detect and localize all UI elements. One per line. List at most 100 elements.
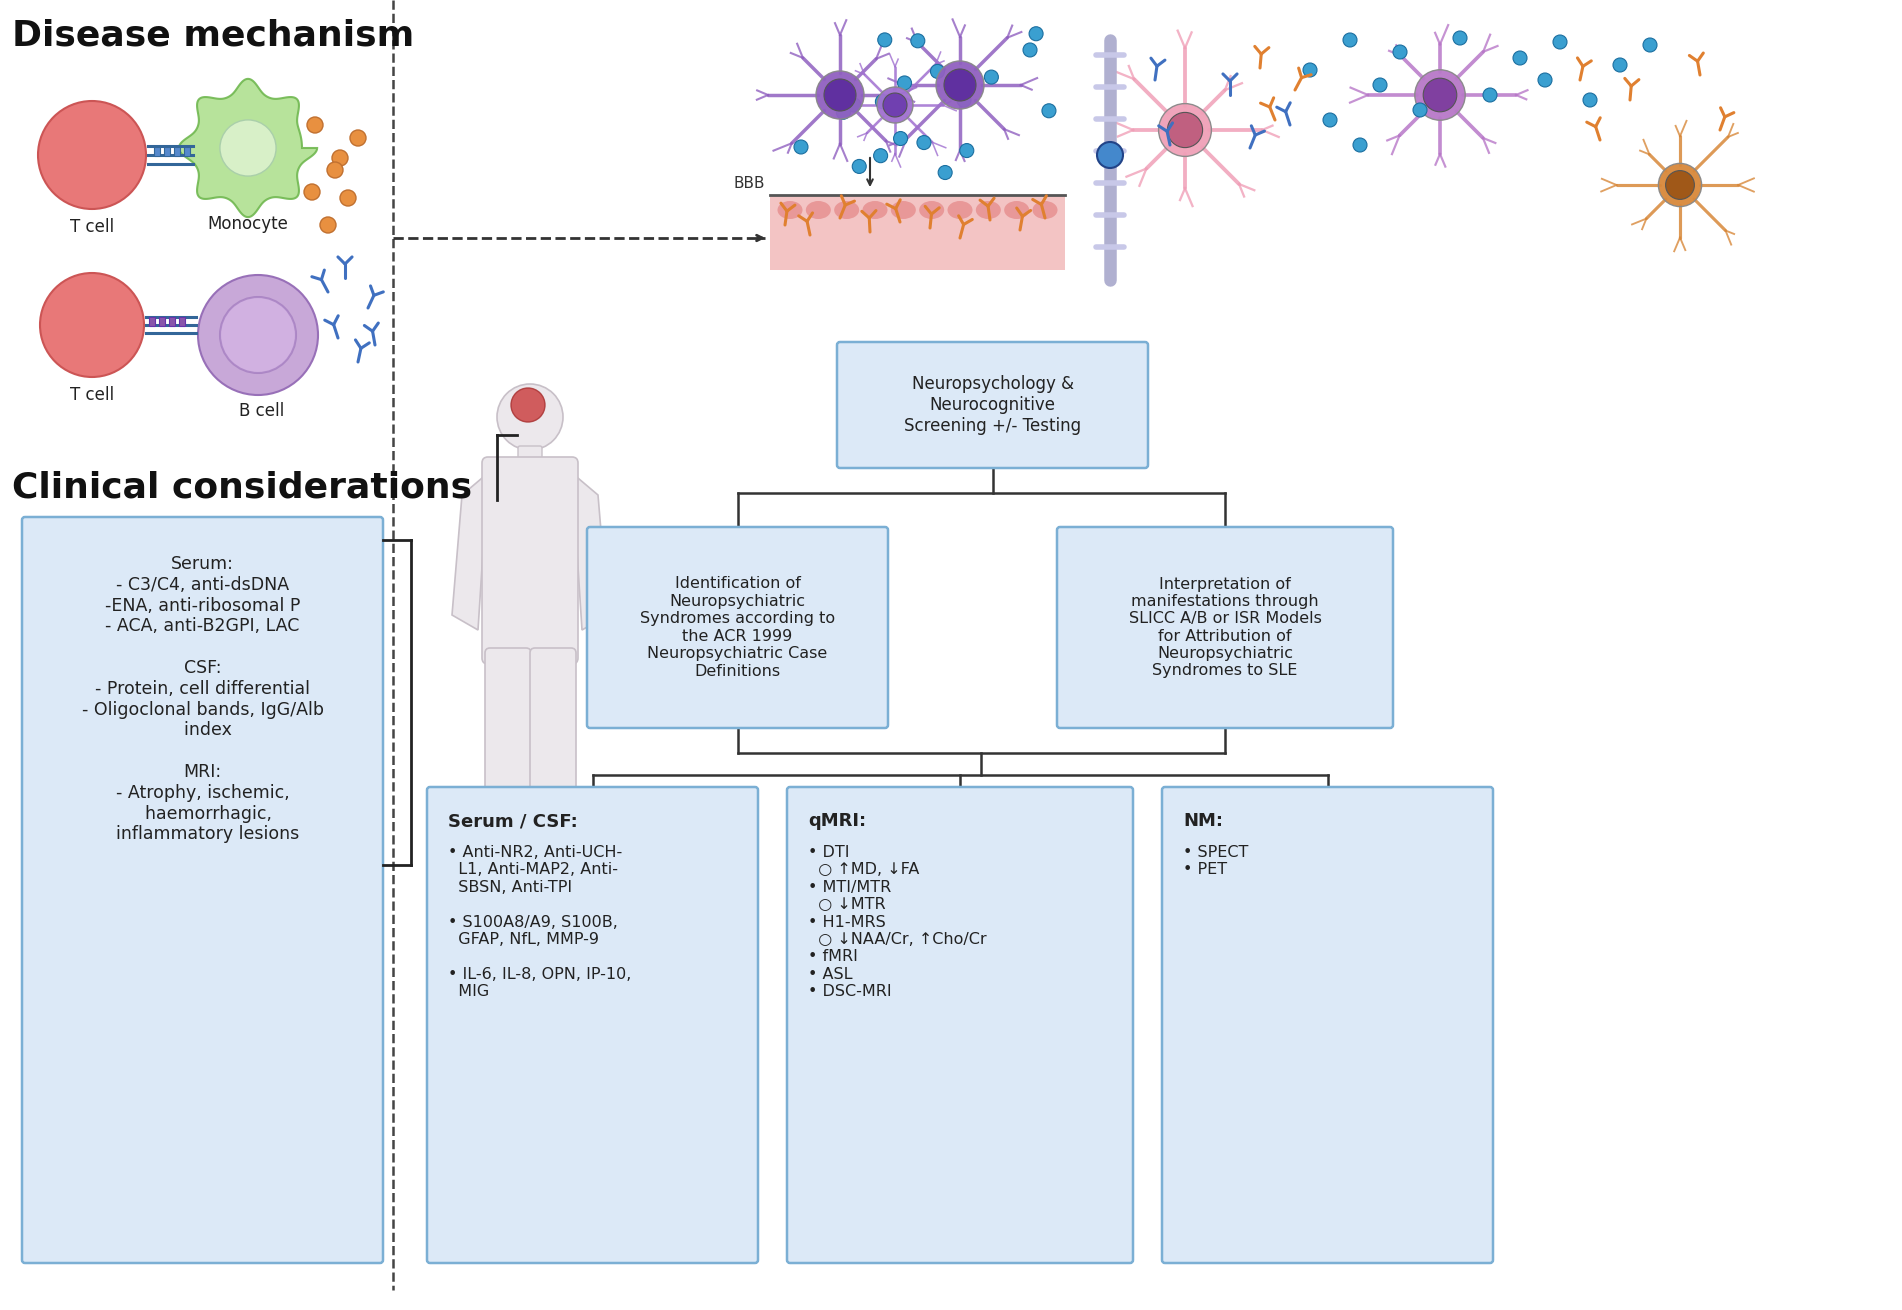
Ellipse shape: [1004, 200, 1029, 219]
Ellipse shape: [1158, 103, 1212, 156]
FancyBboxPatch shape: [150, 317, 156, 326]
Circle shape: [898, 76, 911, 90]
Text: T cell: T cell: [70, 386, 114, 403]
Circle shape: [938, 165, 953, 179]
Circle shape: [1512, 51, 1527, 66]
Circle shape: [943, 69, 976, 101]
Text: • Anti-NR2, Anti-UCH-
  L1, Anti-MAP2, Anti-
  SBSN, Anti-TPI

• S100A8/A9, S100: • Anti-NR2, Anti-UCH- L1, Anti-MAP2, Ant…: [449, 845, 631, 1000]
FancyBboxPatch shape: [179, 317, 186, 326]
Circle shape: [1423, 79, 1457, 111]
FancyBboxPatch shape: [485, 648, 531, 853]
Circle shape: [894, 131, 907, 145]
FancyBboxPatch shape: [160, 317, 165, 326]
Circle shape: [1539, 73, 1552, 86]
Circle shape: [961, 144, 974, 157]
Circle shape: [333, 151, 348, 166]
Circle shape: [1029, 26, 1042, 41]
Circle shape: [1582, 93, 1598, 107]
Text: T cell: T cell: [70, 217, 114, 236]
Circle shape: [512, 388, 546, 422]
Circle shape: [496, 384, 563, 451]
Circle shape: [930, 64, 945, 79]
Text: Disease mechanism: Disease mechanism: [11, 18, 415, 52]
FancyBboxPatch shape: [1058, 527, 1392, 728]
Circle shape: [1484, 88, 1497, 102]
FancyBboxPatch shape: [428, 787, 759, 1263]
Ellipse shape: [877, 86, 913, 123]
Text: NM:: NM:: [1183, 812, 1223, 831]
Circle shape: [831, 90, 846, 105]
FancyBboxPatch shape: [481, 457, 578, 664]
Ellipse shape: [919, 200, 943, 219]
Circle shape: [793, 140, 808, 155]
Ellipse shape: [890, 200, 917, 219]
Circle shape: [221, 297, 297, 373]
Circle shape: [1324, 113, 1337, 127]
Circle shape: [852, 160, 865, 173]
Circle shape: [985, 71, 999, 84]
Circle shape: [1097, 141, 1122, 168]
Circle shape: [350, 130, 365, 145]
FancyBboxPatch shape: [531, 648, 576, 853]
Text: Clinical considerations: Clinical considerations: [11, 470, 472, 504]
Circle shape: [40, 272, 145, 377]
Text: Serum:
- C3/C4, anti-dsDNA
-ENA, anti-ribosomal P
- ACA, anti-B2GPI, LAC

CSF:
-: Serum: - C3/C4, anti-dsDNA -ENA, anti-ri…: [82, 555, 323, 844]
Polygon shape: [179, 79, 318, 217]
Circle shape: [1303, 63, 1316, 77]
Ellipse shape: [806, 200, 831, 219]
Ellipse shape: [816, 71, 864, 119]
Circle shape: [1643, 38, 1657, 52]
Circle shape: [953, 79, 968, 93]
Circle shape: [883, 93, 907, 117]
Circle shape: [1168, 113, 1202, 148]
Circle shape: [304, 183, 320, 200]
FancyBboxPatch shape: [175, 148, 181, 156]
Circle shape: [1023, 43, 1037, 56]
Circle shape: [846, 98, 862, 111]
FancyBboxPatch shape: [23, 517, 382, 1263]
Circle shape: [917, 135, 930, 149]
FancyBboxPatch shape: [787, 787, 1134, 1263]
Circle shape: [824, 79, 856, 111]
Text: Monocyte: Monocyte: [207, 215, 289, 233]
FancyBboxPatch shape: [837, 342, 1149, 468]
Ellipse shape: [778, 200, 803, 219]
Circle shape: [306, 117, 323, 134]
Circle shape: [957, 93, 972, 107]
Ellipse shape: [936, 62, 983, 109]
Circle shape: [1042, 103, 1056, 118]
FancyBboxPatch shape: [1162, 787, 1493, 1263]
Ellipse shape: [1033, 200, 1058, 219]
Circle shape: [1453, 31, 1466, 45]
Circle shape: [1666, 170, 1695, 199]
Circle shape: [221, 121, 276, 176]
Text: Neuropsychology &
Neurocognitive
Screening +/- Testing: Neuropsychology & Neurocognitive Screeni…: [903, 375, 1080, 435]
Ellipse shape: [835, 200, 860, 219]
FancyBboxPatch shape: [770, 195, 1065, 270]
Circle shape: [1392, 45, 1407, 59]
Ellipse shape: [976, 200, 1000, 219]
Text: Interpretation of
manifestations through
SLICC A/B or ISR Models
for Attribution: Interpretation of manifestations through…: [1128, 576, 1322, 679]
Text: B cell: B cell: [240, 402, 285, 421]
Ellipse shape: [862, 200, 888, 219]
Ellipse shape: [947, 200, 972, 219]
Circle shape: [1343, 33, 1356, 47]
FancyBboxPatch shape: [154, 148, 160, 156]
Circle shape: [327, 162, 342, 178]
Circle shape: [38, 101, 146, 210]
Circle shape: [340, 190, 356, 206]
FancyBboxPatch shape: [588, 527, 888, 728]
Circle shape: [1613, 58, 1626, 72]
Circle shape: [1373, 79, 1387, 92]
Circle shape: [1554, 35, 1567, 48]
Polygon shape: [453, 473, 489, 630]
FancyBboxPatch shape: [164, 148, 171, 156]
Circle shape: [320, 217, 337, 233]
FancyBboxPatch shape: [517, 445, 542, 470]
Polygon shape: [573, 473, 609, 630]
Circle shape: [837, 105, 850, 119]
Circle shape: [911, 34, 924, 47]
Text: • SPECT
• PET: • SPECT • PET: [1183, 845, 1248, 878]
FancyBboxPatch shape: [169, 317, 175, 326]
Ellipse shape: [1415, 69, 1465, 121]
